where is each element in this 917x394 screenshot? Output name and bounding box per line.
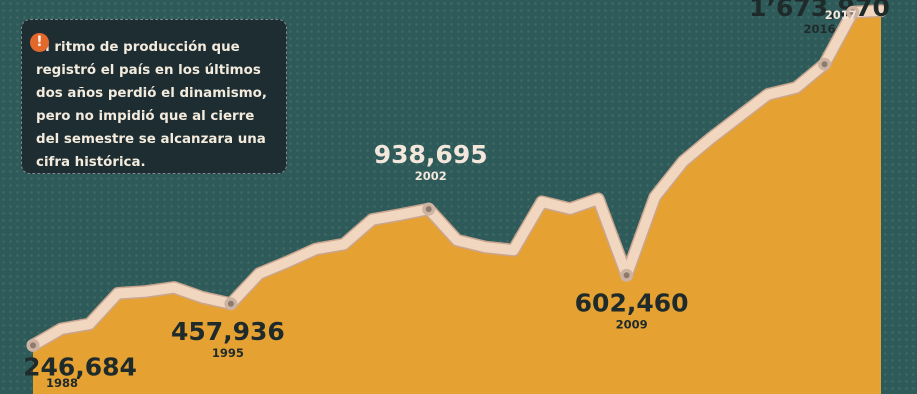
year-label-2016: 2016 <box>803 22 835 36</box>
value-label-2009: 602,460 <box>575 288 689 317</box>
value-label-2016: 1’673,970 <box>749 0 890 22</box>
exclamation-icon: ! <box>30 33 49 52</box>
note-text: El ritmo de producción que registró el p… <box>36 40 267 170</box>
value-label-1988: 246,684 <box>23 352 137 381</box>
note-box: ! El ritmo de producción que registró el… <box>21 19 287 174</box>
marker-center-1995 <box>227 300 234 307</box>
year-label-1988: 1988 <box>46 376 78 390</box>
marker-center-2017 <box>849 9 856 16</box>
year-label-2002: 2002 <box>415 169 447 183</box>
value-label-1995: 457,936 <box>171 317 285 346</box>
marker-center-1988 <box>30 342 36 349</box>
trend-line <box>28 5 886 351</box>
year-label-2009: 2009 <box>616 317 648 331</box>
marker-center-2009 <box>623 272 630 279</box>
marker-center-2016 <box>821 61 828 68</box>
year-label-1995: 1995 <box>212 346 244 360</box>
value-label-2002: 938,695 <box>374 140 488 169</box>
year-label-2017: 2017 <box>825 8 857 22</box>
marker-center-2002 <box>425 206 432 213</box>
